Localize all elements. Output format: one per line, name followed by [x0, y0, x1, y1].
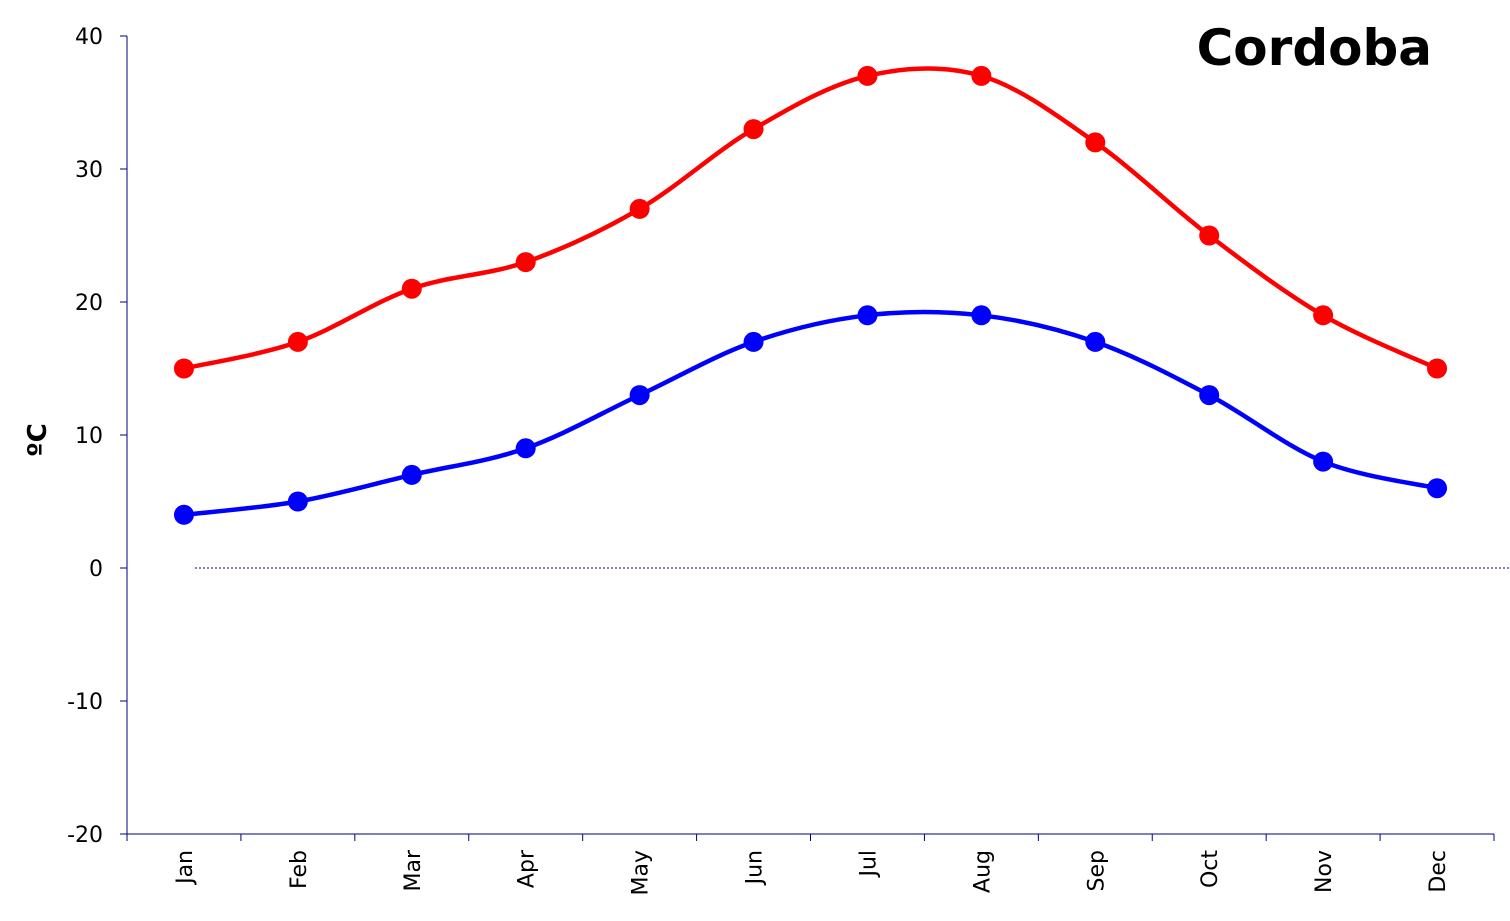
series-0-point	[287, 331, 308, 352]
x-tick-label: Dec	[1426, 850, 1451, 893]
y-tick-label: 40	[75, 25, 103, 50]
series-1-line	[183, 309, 1438, 518]
y-tick-label: 10	[75, 424, 103, 449]
x-tick-label: Oct	[1198, 850, 1223, 888]
y-tick-label: 0	[89, 557, 103, 582]
series-0-point	[515, 252, 536, 273]
x-tick-label: Jun	[743, 850, 768, 886]
series-0-point	[1427, 358, 1448, 379]
x-tick-label: Nov	[1312, 850, 1337, 893]
series-1-point	[515, 438, 536, 459]
series-0-point	[857, 65, 878, 86]
series-1-point	[743, 331, 764, 352]
series-1-point	[1313, 451, 1334, 472]
series-0-point	[971, 65, 992, 86]
y-tick-label: 30	[75, 158, 103, 183]
chart-axes: 40 30 20 10 0 -10 -20 Jan Feb Mar Apr May Jun Jul Aug S…	[67, 25, 1510, 895]
series-0-point	[743, 119, 764, 140]
series-layer	[173, 65, 1448, 525]
series-1	[173, 305, 1448, 525]
y-tick-label: -10	[67, 690, 103, 715]
x-tick-label: Aug	[970, 850, 995, 893]
series-0-point	[629, 198, 650, 219]
x-tick-label: Jan	[173, 850, 198, 886]
x-tick-label: Mar	[401, 849, 426, 891]
y-axis-label: ºC	[23, 423, 53, 457]
series-0-point	[1199, 225, 1220, 246]
series-0-point	[1085, 132, 1106, 153]
series-1-point	[857, 305, 878, 326]
series-0-point	[401, 278, 422, 299]
x-tick-label: May	[629, 850, 654, 895]
series-1-point	[1085, 331, 1106, 352]
series-1-point	[401, 464, 422, 485]
series-0	[173, 65, 1448, 379]
series-0-point	[1313, 305, 1334, 326]
series-1-point	[1427, 478, 1448, 499]
chart-title: Cordoba	[1197, 19, 1432, 77]
series-1-point	[173, 504, 194, 525]
series-0-point	[173, 358, 194, 379]
series-1-point	[1199, 385, 1220, 406]
series-1-point	[629, 385, 650, 406]
series-1-point	[287, 491, 308, 512]
y-tick-label: -20	[67, 823, 103, 848]
x-tick-label: Feb	[287, 850, 312, 889]
x-tick-label: Apr	[515, 849, 540, 888]
series-1-point	[971, 305, 992, 326]
x-tick-label: Jul	[856, 850, 881, 879]
x-tick-label: Sep	[1084, 850, 1109, 891]
y-tick-label: 20	[75, 291, 103, 316]
